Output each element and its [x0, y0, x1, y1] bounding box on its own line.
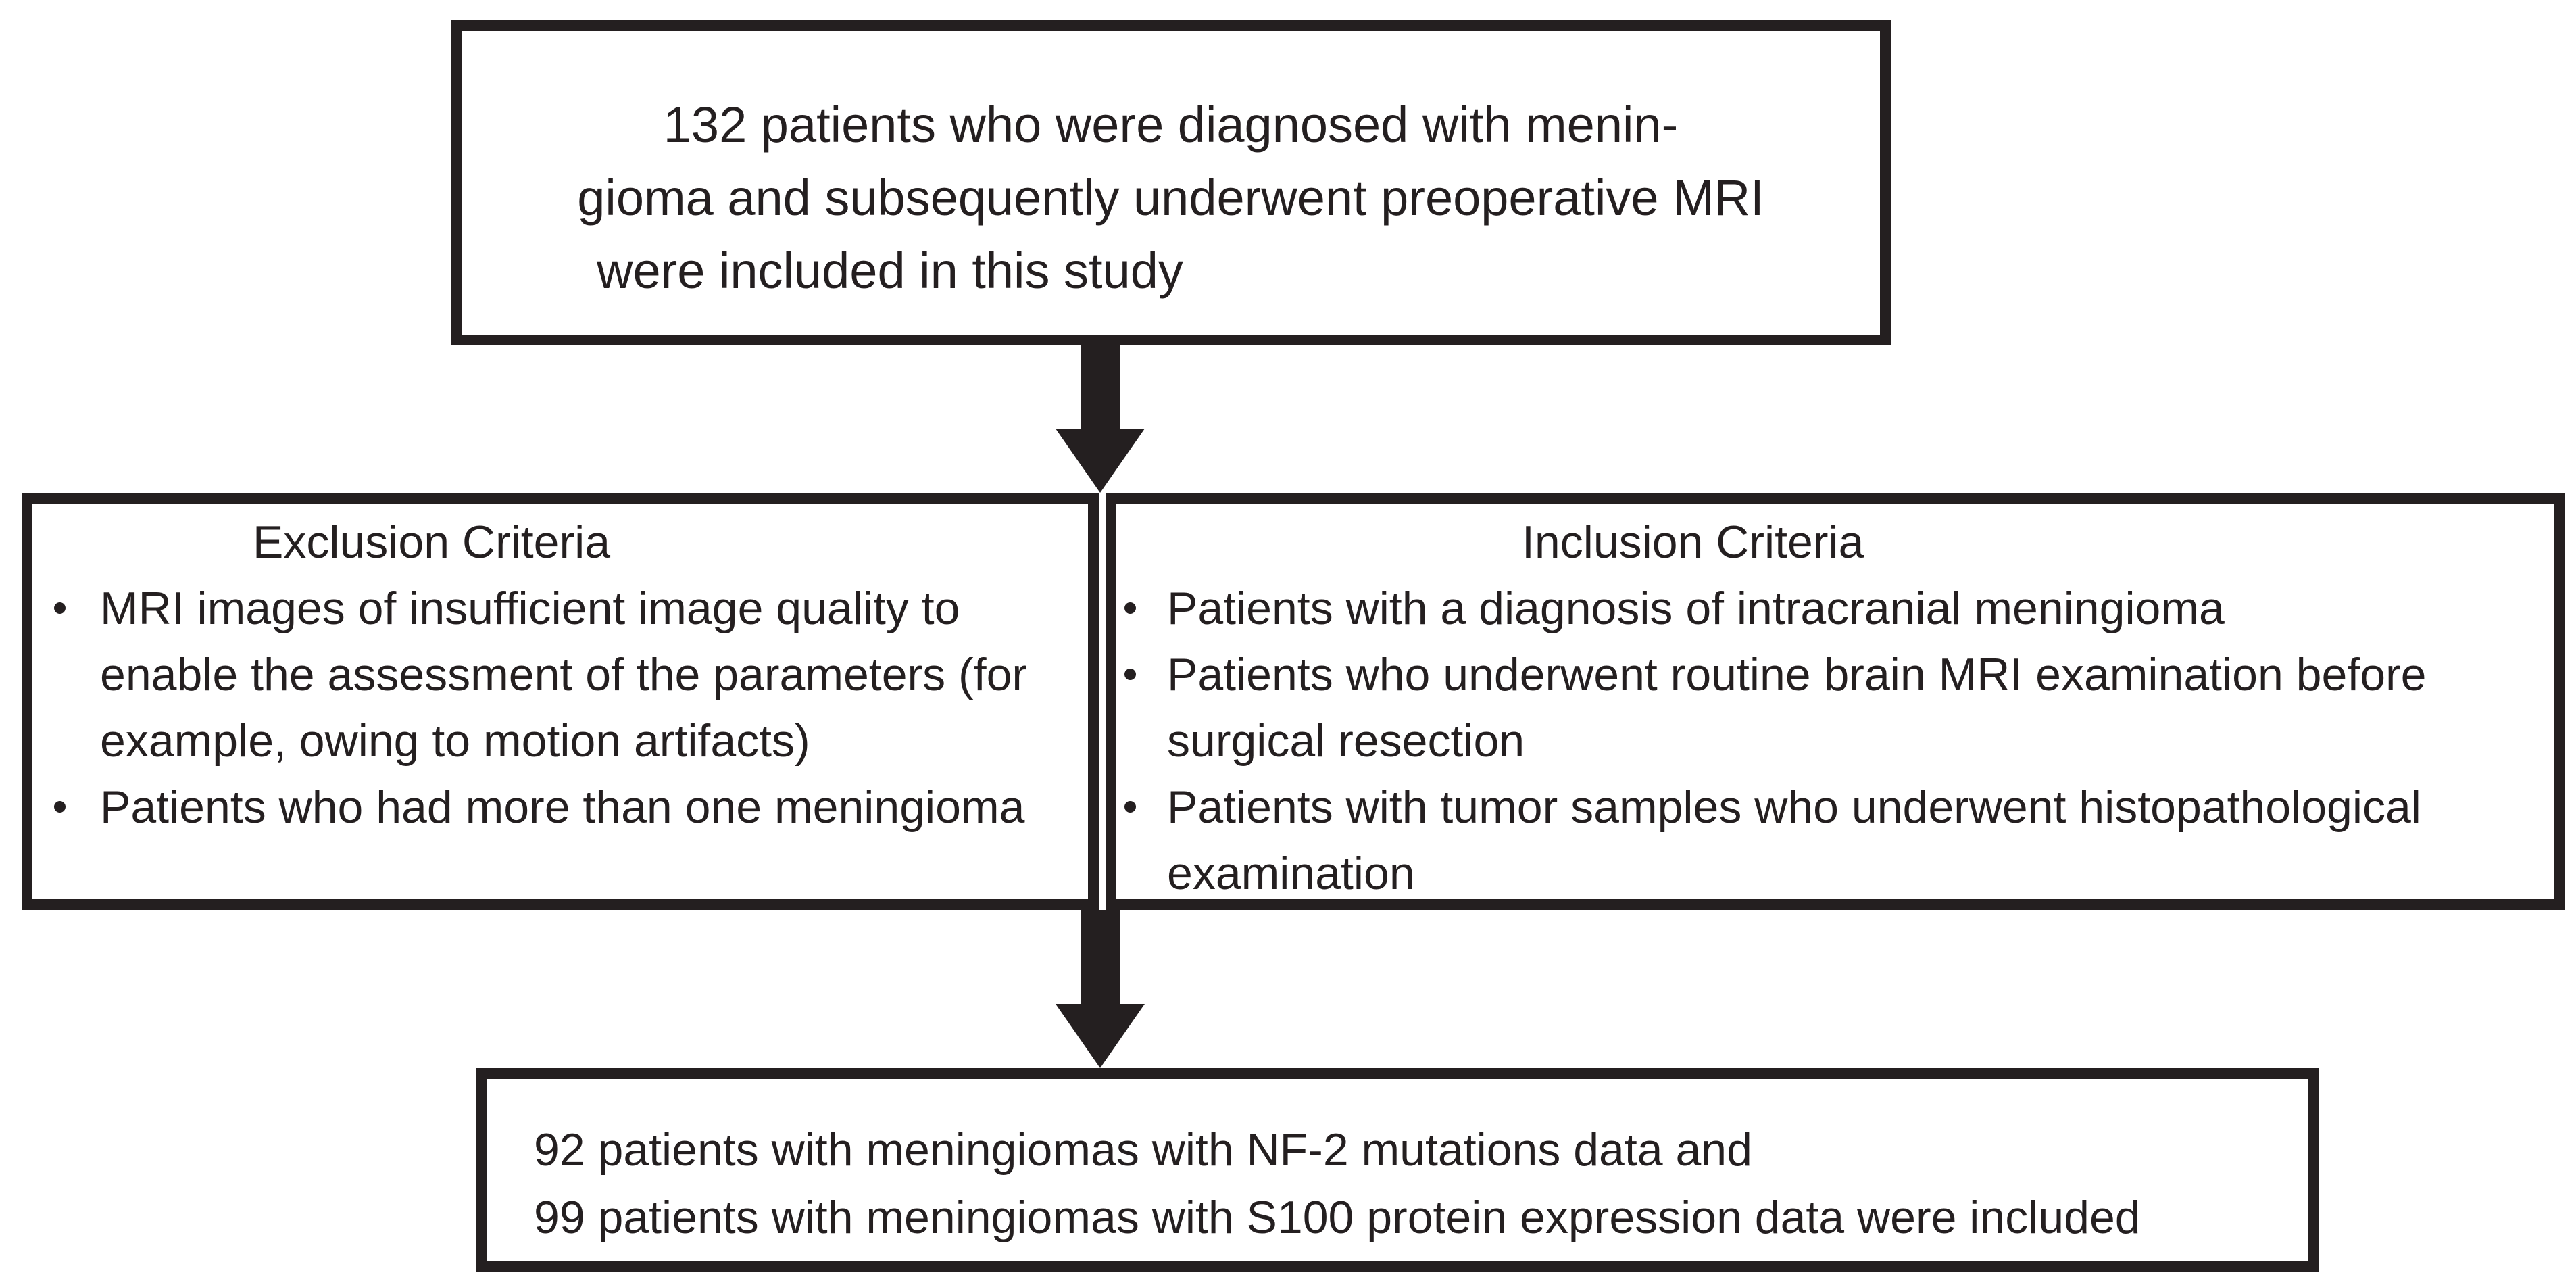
- bullet-icon: [1124, 669, 1136, 680]
- arrow-shaft: [1081, 345, 1120, 429]
- text-line: 99 patients with meningiomas with S100 p…: [534, 1192, 2141, 1243]
- included-patients-box: 92 patients with meningiomas with NF-2 m…: [476, 1068, 2319, 1272]
- inclusion-item: Patients who underwent routine brain MRI…: [1116, 642, 2554, 774]
- bullet-icon: [1124, 602, 1136, 614]
- text-line: enable the assessment of the parameters …: [100, 649, 1028, 700]
- text-line: Patients who underwent routine brain MRI…: [1167, 649, 2427, 700]
- text-line: surgical resection: [1167, 715, 1525, 767]
- text-line: 132 patients who were diagnosed with men…: [663, 97, 1679, 153]
- arrow-shaft: [1081, 910, 1120, 1004]
- down-arrow-icon: [1056, 345, 1145, 493]
- study-population-box: 132 patients who were diagnosed with men…: [451, 20, 1891, 345]
- bullet-icon: [54, 801, 66, 813]
- bullet-icon: [54, 602, 66, 614]
- inclusion-list: Patients with a diagnosis of intracrania…: [1116, 575, 2554, 907]
- text-line: gioma and subsequently underwent preoper…: [577, 170, 1764, 226]
- exclusion-criteria-box: Exclusion Criteria MRI images of insuffi…: [22, 493, 1099, 910]
- exclusion-item: MRI images of insufficient image quality…: [32, 575, 1088, 774]
- text-line: Patients with tumor samples who underwen…: [1167, 781, 2421, 833]
- bullet-icon: [1124, 801, 1136, 813]
- arrow-head: [1056, 429, 1145, 493]
- text-line: Patients who had more than one meningiom…: [100, 781, 1025, 833]
- exclusion-title: Exclusion Criteria: [253, 516, 611, 568]
- down-arrow-icon: [1056, 910, 1145, 1068]
- inclusion-criteria-box: Inclusion Criteria Patients with a diagn…: [1106, 493, 2565, 910]
- text-line: example, owing to motion artifacts): [100, 715, 810, 767]
- inclusion-title: Inclusion Criteria: [1522, 516, 1864, 568]
- text-line: MRI images of insufficient image quality…: [100, 583, 960, 634]
- text-line: were included in this study: [597, 243, 1183, 299]
- exclusion-item: Patients who had more than one meningiom…: [32, 774, 1088, 840]
- inclusion-item: Patients with tumor samples who underwen…: [1116, 774, 2554, 907]
- text-line: examination: [1167, 848, 1415, 899]
- exclusion-list: MRI images of insufficient image quality…: [32, 575, 1088, 840]
- text-line: Patients with a diagnosis of intracrania…: [1167, 583, 2225, 634]
- text-line: 92 patients with meningiomas with NF-2 m…: [534, 1124, 1752, 1176]
- inclusion-item: Patients with a diagnosis of intracrania…: [1116, 575, 2554, 642]
- arrow-head: [1056, 1004, 1145, 1068]
